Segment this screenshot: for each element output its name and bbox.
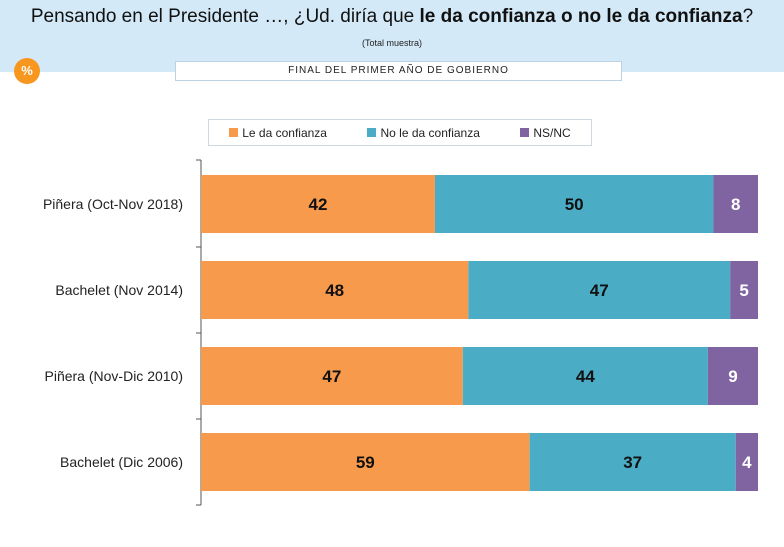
category-label: Bachelet (Nov 2014) bbox=[55, 282, 183, 298]
header-band bbox=[0, 0, 784, 72]
data-label: 59 bbox=[356, 453, 375, 472]
bar-segment-nsnc bbox=[730, 261, 758, 319]
bar-segment-nsnc bbox=[707, 347, 758, 405]
bar-segment-confianza bbox=[201, 347, 463, 405]
bar-segment-confianza bbox=[201, 261, 469, 319]
bar-segment-confianza bbox=[201, 433, 530, 491]
legend-label-nsnc: NS/NC bbox=[533, 125, 571, 140]
data-label: 44 bbox=[576, 367, 595, 386]
title-suffix: ? bbox=[742, 6, 754, 27]
data-label: 37 bbox=[623, 453, 642, 472]
percent-badge-icon: % bbox=[14, 58, 40, 84]
bar-segment-no-confianza bbox=[468, 261, 731, 319]
chart-subtitle: (Total muestra) bbox=[361, 38, 423, 48]
chart-title: Pensando en el Presidente …, ¿Ud. diría … bbox=[0, 6, 784, 28]
bar-segment-no-confianza bbox=[434, 175, 714, 233]
period-label: FINAL DEL PRIMER AÑO DE GOBIERNO bbox=[175, 61, 622, 81]
category-label: Piñera (Oct-Nov 2018) bbox=[43, 196, 183, 212]
bar-segment-no-confianza bbox=[462, 347, 708, 405]
data-label: 50 bbox=[565, 195, 584, 214]
category-label: Piñera (Nov-Dic 2010) bbox=[45, 368, 184, 384]
data-label: 47 bbox=[322, 367, 341, 386]
data-label: 4 bbox=[742, 453, 752, 472]
legend-item-confianza: Le da confianza bbox=[229, 126, 327, 140]
data-label: 48 bbox=[325, 281, 344, 300]
title-prefix: Pensando en el Presidente …, ¿Ud. diría … bbox=[30, 6, 420, 27]
data-label: 42 bbox=[309, 195, 328, 214]
legend-item-nsnc: NS/NC bbox=[520, 125, 571, 140]
bar-segment-nsnc bbox=[713, 175, 758, 233]
legend-item-no-confianza: No le da confianza bbox=[367, 125, 480, 140]
legend: Le da confianza No le da confianza NS/NC bbox=[208, 119, 592, 146]
data-label: 47 bbox=[590, 281, 609, 300]
bar-segment-confianza bbox=[201, 175, 435, 233]
category-label: Bachelet (Dic 2006) bbox=[60, 454, 183, 470]
data-label: 5 bbox=[739, 281, 748, 300]
legend-swatch-confianza bbox=[229, 128, 239, 137]
data-label: 9 bbox=[728, 367, 737, 386]
legend-label-no-confianza: No le da confianza bbox=[380, 125, 480, 140]
data-label: 8 bbox=[731, 195, 740, 214]
bar-segment-nsnc bbox=[735, 433, 758, 491]
legend-swatch-nsnc bbox=[520, 128, 530, 137]
title-bold: le da confianza o no le da confianza bbox=[419, 6, 743, 27]
legend-swatch-no-confianza bbox=[367, 128, 377, 137]
legend-label-confianza: Le da confianza bbox=[242, 125, 327, 140]
bar-segment-no-confianza bbox=[529, 433, 736, 491]
